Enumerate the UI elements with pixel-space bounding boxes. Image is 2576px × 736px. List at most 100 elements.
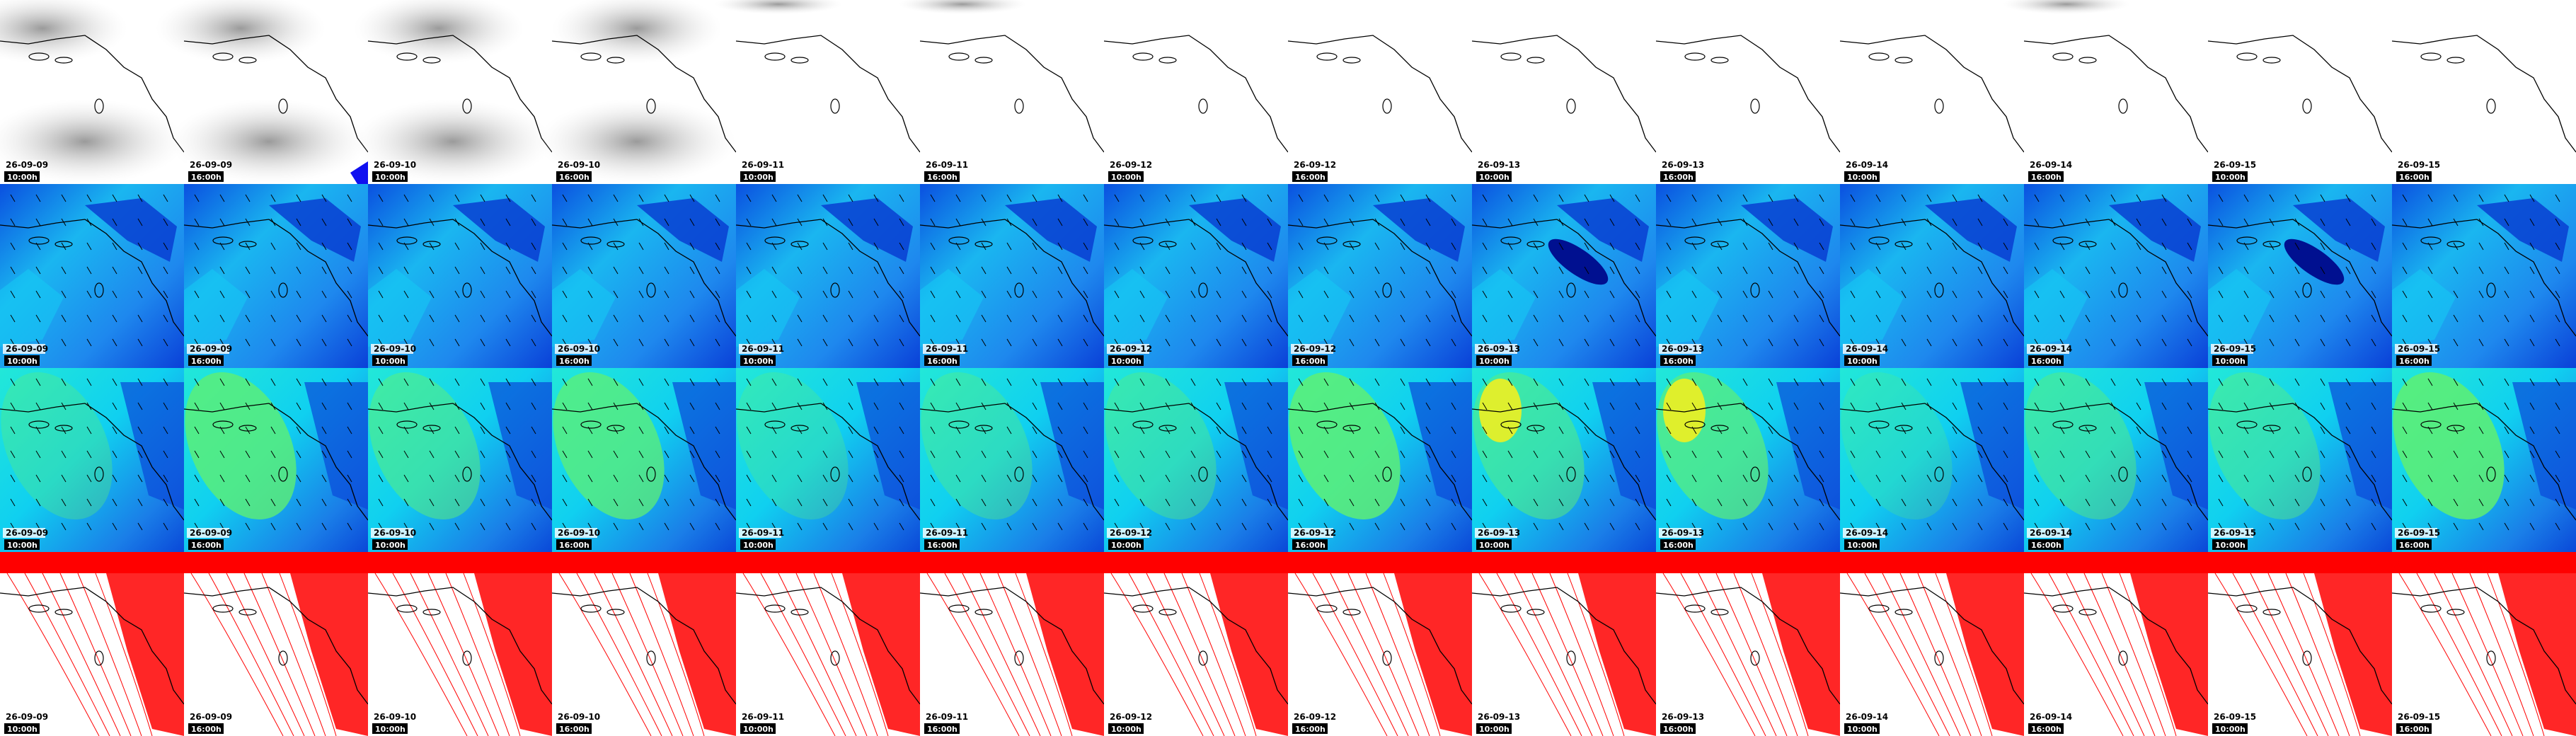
wind-arrow — [2345, 522, 2351, 531]
tile-time: 10:00h — [375, 725, 406, 734]
wind-arrow — [378, 498, 384, 507]
wind-arrow — [1216, 426, 1221, 435]
cell — [453, 198, 545, 262]
isobar — [795, 573, 868, 736]
isobar — [463, 573, 521, 736]
wind-arrow — [1267, 474, 1272, 483]
tile-time: 16:00h — [1663, 357, 1694, 366]
wind-arrow — [2555, 314, 2560, 323]
wind-arrow — [429, 474, 435, 483]
wind-arrow — [10, 474, 16, 483]
wind-arrow — [746, 266, 752, 275]
wind-arrow — [797, 450, 803, 459]
wind-arrow — [797, 426, 803, 435]
wind-arrow — [2320, 314, 2325, 323]
wind-arrow — [2187, 426, 2192, 435]
isobar — [558, 573, 652, 736]
isobar — [243, 573, 316, 736]
wind-arrow — [2269, 426, 2275, 435]
wind-arrow — [10, 450, 16, 459]
wind-arrow — [163, 498, 168, 507]
wind-arrow — [137, 266, 143, 275]
wind-arrow — [1425, 338, 1431, 347]
wind-arrow — [2371, 290, 2376, 299]
wind-core — [2393, 372, 2505, 519]
isobar — [208, 573, 294, 736]
wind-arrow — [163, 290, 168, 299]
wind-arrow — [562, 426, 568, 435]
wind-arrow — [1374, 290, 1380, 299]
tile-time: 16:00h — [2399, 541, 2430, 550]
tile-date: 26-09-12 — [1294, 344, 1336, 354]
cell — [2477, 198, 2569, 262]
wind-arrow — [1609, 402, 1615, 410]
wind-arrow — [848, 498, 853, 507]
wind-arrow — [873, 474, 879, 483]
wind-arrow — [2003, 450, 2008, 459]
wind-arrow — [638, 242, 644, 251]
wind-arrow — [1241, 314, 1247, 323]
isobar — [95, 573, 153, 736]
wind-arrow — [873, 402, 879, 410]
wind-arrow — [163, 522, 168, 531]
wind-arrow — [1584, 450, 1589, 459]
wind-arrow — [61, 522, 67, 531]
wind-arrow — [137, 426, 143, 435]
wind-arrow — [1793, 266, 1799, 275]
wind-arrow — [1323, 266, 1329, 275]
wind-arrow — [1977, 378, 1983, 386]
wind-arrow — [1114, 498, 1120, 507]
wind-arrow — [1057, 338, 1063, 347]
isobar — [1146, 573, 1225, 736]
wind-arrow — [1952, 378, 1957, 386]
wind-arrow — [1057, 498, 1063, 507]
wind-arrow — [2136, 498, 2141, 507]
wind-arrow — [1298, 498, 1304, 507]
wind-arrow — [2187, 242, 2192, 251]
wind-arrow — [1057, 402, 1063, 410]
wind-arrow — [873, 498, 879, 507]
wind-arrow — [2136, 426, 2141, 435]
wind-arrow — [1216, 194, 1221, 202]
wind-arrow — [1875, 378, 1881, 386]
wind-arrow — [715, 474, 720, 483]
wind-arrow — [2136, 242, 2141, 251]
date-bg — [923, 160, 965, 170]
wind-arrow — [1691, 314, 1697, 323]
wind-arrow — [2453, 378, 2459, 386]
wind-arrow — [873, 522, 879, 531]
wind-arrow — [1558, 426, 1564, 435]
wind-arrow — [10, 290, 16, 299]
cell — [1472, 269, 1536, 347]
isobar — [374, 573, 468, 736]
wind-arrow — [2371, 378, 2376, 386]
wind-arrow — [2294, 426, 2300, 435]
wind-arrow — [746, 378, 752, 386]
wind-arrow — [1584, 402, 1589, 410]
tile-time: 16:00h — [2031, 541, 2062, 550]
wind-arrow — [1139, 194, 1145, 202]
wind-arrow — [1083, 290, 1088, 299]
time-bg — [1844, 355, 1880, 366]
blue-cell — [350, 161, 368, 184]
isobar — [1531, 573, 1604, 736]
wind-arrow — [1032, 450, 1037, 459]
wind-arrow — [1926, 426, 1932, 435]
wind-arrow — [1926, 338, 1932, 347]
tile-time: 10:00h — [743, 357, 774, 366]
wind-arrow — [2402, 426, 2408, 435]
wind-arrow — [2085, 338, 2091, 347]
wind-arrow — [664, 378, 669, 386]
wind-arrow — [1006, 474, 1012, 483]
date-bg — [1659, 344, 1701, 354]
wind-arrow — [1216, 266, 1221, 275]
date-bg — [1107, 528, 1149, 538]
wind-arrow — [2218, 402, 2224, 410]
wind-arrow — [2110, 290, 2116, 299]
tile-date: 26-09-14 — [1846, 528, 1888, 538]
wind-arrow — [137, 450, 143, 459]
